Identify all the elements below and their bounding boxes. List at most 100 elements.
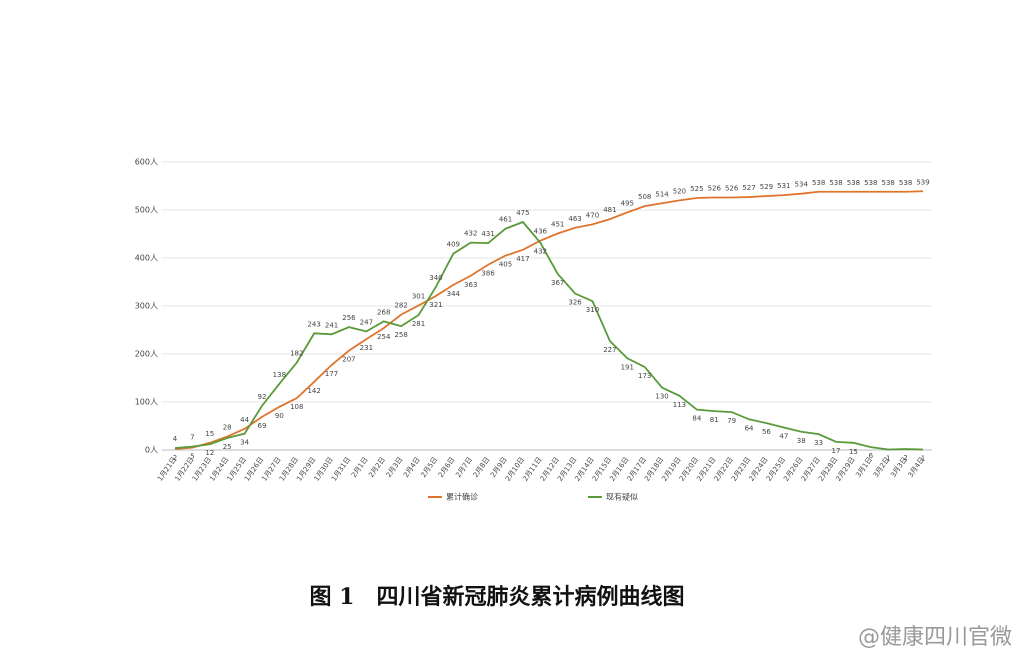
x-tick-label: 2月8日: [472, 456, 492, 479]
y-tick-label: 200人: [135, 350, 158, 359]
data-label: 84: [692, 415, 701, 423]
data-label: 4: [173, 435, 178, 443]
data-label: 367: [551, 279, 564, 287]
data-label: 363: [464, 281, 477, 289]
data-label: 520: [673, 187, 686, 195]
data-label: 281: [412, 320, 425, 328]
chart-title: 图 1 四川省新冠肺炎累计病例曲线图: [310, 584, 685, 610]
data-label: 514: [655, 190, 669, 198]
watermark: @健康四川官微: [858, 625, 1012, 650]
data-label: 108: [290, 403, 303, 411]
data-label: 69: [258, 422, 267, 430]
data-label: 28: [223, 424, 232, 432]
data-label: 64: [745, 424, 754, 432]
data-label: 231: [360, 344, 373, 352]
x-tick-label: 2月6日: [437, 456, 457, 479]
data-label: 431: [481, 230, 494, 238]
data-label: 268: [377, 308, 390, 316]
data-label: 254: [377, 333, 391, 341]
legend-label: 现有疑似: [606, 492, 638, 502]
x-tick-label: 2月5日: [420, 456, 440, 479]
data-label: 25: [223, 443, 232, 451]
y-tick-label: 100人: [135, 398, 158, 407]
x-tick-label: 2月2日: [367, 456, 387, 479]
data-label: 538: [899, 179, 912, 187]
line: [174, 220, 924, 451]
data-label: 7: [190, 434, 194, 442]
data-label: 282: [394, 302, 407, 310]
data-label: 247: [360, 318, 373, 326]
data-label: 191: [621, 363, 634, 371]
data-label: 508: [638, 193, 651, 201]
data-label: 451: [551, 221, 564, 229]
data-label: 531: [777, 182, 790, 190]
x-tick-label: 2月7日: [454, 456, 474, 479]
line: [174, 190, 924, 450]
data-label: 386: [481, 270, 495, 278]
y-tick-label: 400人: [135, 254, 158, 263]
data-label: 538: [864, 179, 877, 187]
data-label: 326: [568, 299, 582, 307]
data-label: 173: [638, 372, 651, 380]
data-label: 56: [762, 428, 771, 436]
data-label: 15: [205, 430, 214, 438]
data-label: 6: [869, 452, 874, 460]
data-label: 227: [603, 346, 616, 354]
data-label: 207: [342, 356, 355, 364]
data-label: 258: [394, 331, 407, 339]
data-label: 1: [886, 455, 890, 463]
data-label: 243: [307, 320, 320, 328]
data-label: 417: [516, 255, 529, 263]
data-label: 33: [814, 439, 823, 447]
data-label: 47: [779, 432, 788, 440]
data-label: 321: [429, 301, 442, 309]
data-label: 538: [829, 179, 842, 187]
data-label: 130: [655, 393, 668, 401]
data-label: 538: [812, 179, 825, 187]
data-label: 539: [916, 178, 929, 186]
x-tick-label: 2月3日: [385, 456, 405, 479]
data-label: 15: [849, 448, 858, 456]
data-label: 463: [568, 215, 581, 223]
data-label: 81: [710, 416, 719, 424]
y-tick-label: 600人: [135, 158, 158, 167]
data-label: 142: [307, 387, 320, 395]
data-label: 436: [534, 228, 548, 236]
data-label: 182: [290, 350, 303, 358]
data-label: 475: [516, 209, 529, 217]
x-tick-label: 2月4日: [402, 456, 422, 479]
x-tick-label: 2月1日: [350, 456, 370, 479]
data-label: 301: [412, 293, 425, 301]
data-label: 538: [847, 179, 860, 187]
data-label: 92: [258, 393, 267, 401]
data-label: 2: [903, 454, 907, 462]
data-label: 79: [727, 417, 736, 425]
data-label: 527: [742, 184, 755, 192]
data-label: 340: [429, 274, 442, 282]
data-label: 38: [797, 437, 806, 445]
data-label: 113: [673, 401, 686, 409]
data-label: 90: [275, 412, 284, 420]
data-label: 44: [240, 416, 249, 424]
y-tick-label: 0人: [145, 446, 158, 455]
data-label: 256: [342, 314, 356, 322]
data-label: 1: [921, 455, 925, 463]
data-label: 432: [534, 248, 547, 256]
data-label: 432: [464, 230, 477, 238]
data-label: 526: [725, 185, 739, 193]
data-label: 34: [240, 439, 249, 447]
data-label: 538: [882, 179, 895, 187]
data-label: 495: [621, 199, 634, 207]
data-label: 310: [586, 306, 599, 314]
data-label: 405: [499, 261, 512, 269]
data-label: 344: [447, 290, 461, 298]
data-label: 138: [273, 371, 286, 379]
data-label: 534: [795, 181, 809, 189]
y-tick-label: 300人: [135, 302, 158, 311]
data-label: 470: [586, 211, 599, 219]
data-label: 529: [760, 183, 773, 191]
data-label: 481: [603, 206, 616, 214]
data-label: 5: [190, 453, 194, 461]
data-label: 241: [325, 321, 338, 329]
